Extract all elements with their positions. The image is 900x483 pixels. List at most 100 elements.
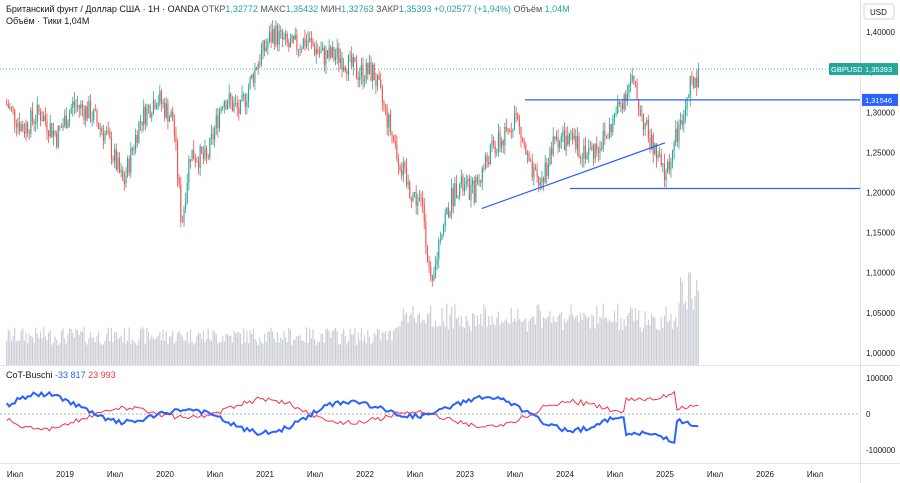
volume-bar bbox=[22, 328, 24, 365]
volume-bar bbox=[178, 330, 180, 365]
candle-body bbox=[43, 115, 45, 122]
price-tick-label: 1,00000 bbox=[866, 349, 895, 358]
candle-body bbox=[683, 115, 685, 125]
volume-bar bbox=[246, 330, 248, 365]
volume-bar bbox=[586, 317, 588, 365]
volume-bar bbox=[639, 327, 641, 365]
candle-body bbox=[391, 131, 393, 136]
candle-body bbox=[304, 38, 306, 47]
volume-bar bbox=[281, 339, 283, 365]
volume-bar bbox=[257, 344, 259, 365]
volume-bar bbox=[326, 328, 329, 365]
currency-button[interactable] bbox=[863, 3, 895, 20]
volume-bar bbox=[612, 321, 614, 365]
candle-body bbox=[667, 161, 669, 172]
volume-bar bbox=[523, 319, 525, 365]
candle-body bbox=[114, 149, 116, 161]
volume-bar bbox=[89, 331, 92, 365]
candle-body bbox=[615, 113, 617, 115]
volume-bar bbox=[625, 326, 627, 365]
volume-bar bbox=[325, 329, 327, 365]
volume-bar bbox=[393, 330, 395, 365]
volume-bar bbox=[618, 329, 620, 365]
volume-bar bbox=[14, 327, 16, 365]
volume-bar bbox=[110, 327, 113, 365]
candle-body bbox=[294, 34, 296, 40]
candle-body bbox=[72, 101, 74, 108]
volume-bar bbox=[38, 338, 40, 365]
volume-bar bbox=[12, 336, 14, 365]
volume-bar bbox=[317, 342, 319, 365]
candle-body bbox=[412, 193, 414, 201]
volume-bar bbox=[538, 304, 540, 365]
volume-bar bbox=[646, 325, 648, 365]
volume-bar bbox=[601, 318, 603, 365]
candle-body bbox=[186, 182, 188, 203]
ohlc-values: ОТКР1,32772 МАКС1,35432 МИН1,32763 ЗАКР1… bbox=[202, 4, 434, 14]
volume-bar bbox=[175, 340, 177, 365]
volume-bar bbox=[473, 314, 475, 365]
candle-body bbox=[654, 143, 656, 154]
volume-bar bbox=[497, 311, 499, 365]
indicator-name[interactable]: CoT-Buschi bbox=[6, 370, 53, 380]
candle-body bbox=[675, 128, 677, 143]
volume-bar bbox=[60, 331, 63, 365]
volume-bar bbox=[605, 317, 607, 365]
time-tick-label: 2021 bbox=[256, 470, 274, 479]
volume-bar bbox=[154, 339, 156, 365]
volume-bar bbox=[397, 326, 400, 365]
candle-body bbox=[156, 105, 158, 109]
ohlc-label: ЗАКР bbox=[376, 4, 399, 14]
candle-body bbox=[594, 143, 596, 159]
volume-bar bbox=[673, 320, 675, 365]
candle-body bbox=[657, 154, 659, 158]
candle-body bbox=[449, 212, 451, 217]
volume-bar bbox=[623, 319, 625, 365]
candle-body bbox=[299, 49, 301, 51]
volume-bar bbox=[373, 332, 375, 365]
volume-bar bbox=[443, 321, 445, 365]
volume-bar bbox=[534, 324, 537, 365]
volume-bar bbox=[660, 316, 662, 365]
volume-bar bbox=[570, 304, 572, 365]
candle-body bbox=[131, 148, 133, 151]
volume-bar bbox=[141, 327, 143, 365]
volume-bar bbox=[276, 332, 279, 365]
volume-bar bbox=[502, 322, 504, 365]
volume-bar bbox=[180, 334, 182, 365]
volume-bar bbox=[128, 327, 130, 365]
candle-body bbox=[218, 111, 221, 129]
candle-body bbox=[301, 48, 303, 50]
volume-bar bbox=[297, 336, 300, 365]
candle-body bbox=[206, 148, 208, 157]
level-price-label: 1,31546 bbox=[865, 96, 892, 105]
volume-bar bbox=[418, 313, 420, 365]
volume-bar bbox=[394, 327, 396, 365]
candle-body bbox=[357, 78, 359, 81]
candle-body bbox=[572, 132, 574, 139]
candle-body bbox=[364, 80, 366, 83]
volume-bar bbox=[481, 325, 483, 365]
volume-bar bbox=[106, 333, 108, 365]
volume-bar bbox=[252, 328, 254, 365]
volume-bar bbox=[651, 314, 653, 365]
volume-bar bbox=[410, 314, 412, 365]
volume-bar bbox=[518, 319, 520, 365]
volume-ticks-label[interactable]: Объём · Тики bbox=[6, 16, 62, 26]
volume-bar bbox=[268, 331, 271, 365]
candle-body bbox=[249, 77, 251, 89]
volume-bar bbox=[173, 343, 175, 365]
volume-bar bbox=[88, 337, 90, 365]
instrument-title[interactable]: Британский фунт / Доллар США · 1Н · OAND… bbox=[6, 4, 200, 14]
volume-bar bbox=[547, 315, 549, 365]
candle-body bbox=[62, 125, 64, 128]
candle-body bbox=[98, 122, 100, 129]
price-tick-label: 1,40000 bbox=[866, 28, 895, 37]
trendline[interactable] bbox=[481, 142, 666, 210]
volume-bar bbox=[54, 336, 56, 365]
candle-body bbox=[15, 123, 17, 128]
volume-bar bbox=[580, 312, 582, 365]
volume-bar bbox=[446, 303, 448, 365]
candle-body bbox=[127, 158, 129, 176]
